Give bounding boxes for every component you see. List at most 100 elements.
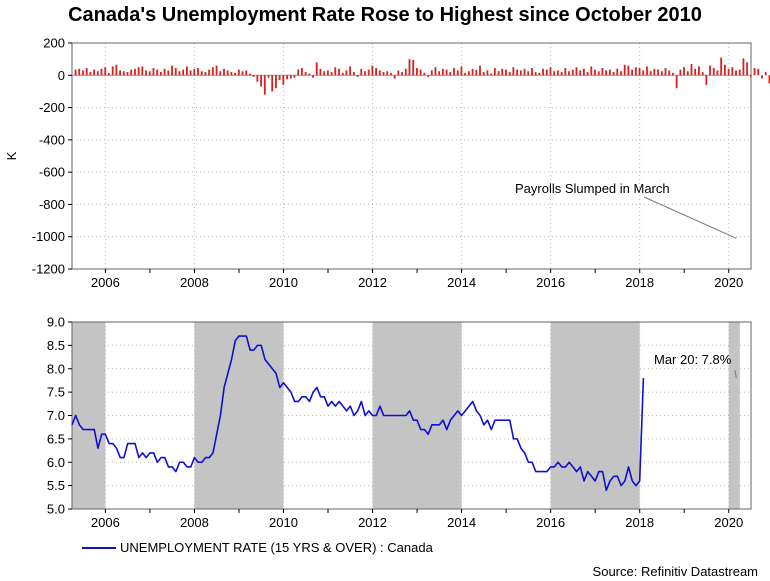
- bar: [479, 65, 481, 76]
- bar: [260, 75, 262, 87]
- bar: [334, 67, 337, 76]
- y-tick-label: 6.0: [47, 455, 65, 470]
- bar: [74, 69, 77, 76]
- bar: [312, 75, 314, 78]
- x-tick-label: 2012: [358, 275, 387, 290]
- bar: [393, 75, 396, 79]
- bar: [108, 72, 110, 76]
- x-tick-label: 2012: [358, 515, 387, 530]
- bar: [185, 66, 188, 76]
- bar: [616, 68, 619, 76]
- bar: [575, 67, 578, 76]
- bar: [453, 68, 455, 76]
- bar: [523, 68, 526, 76]
- bar: [675, 75, 678, 89]
- bar: [419, 69, 422, 76]
- bar: [100, 68, 103, 76]
- bar: [319, 68, 322, 76]
- bar: [382, 72, 385, 76]
- bar: [557, 70, 559, 76]
- x-tick-label: 2016: [536, 515, 565, 530]
- bar: [634, 67, 637, 76]
- y-tick-label: -600: [39, 165, 65, 180]
- bar: [427, 75, 429, 77]
- bar: [300, 68, 303, 76]
- bar: [278, 75, 281, 81]
- bar: [560, 72, 563, 76]
- bar: [601, 68, 604, 76]
- chart-panel-payrolls: 200 0 -200 -400 -600 -800 -1000 -1200 2006 2008 20…: [32, 36, 770, 290]
- y-tick-label: 8.5: [47, 338, 65, 353]
- bar: [122, 71, 125, 76]
- bar: [275, 75, 277, 89]
- bar: [271, 75, 274, 92]
- bar: [672, 72, 674, 76]
- bar: [148, 71, 151, 76]
- bar: [189, 70, 192, 76]
- bar: [568, 71, 570, 76]
- bar: [349, 66, 352, 76]
- bar: [646, 66, 648, 76]
- bar: [341, 72, 344, 76]
- bar: [204, 72, 207, 76]
- bar: [223, 68, 225, 76]
- annotation-leader: [734, 369, 737, 379]
- bar: [211, 67, 214, 76]
- bar: [590, 66, 593, 76]
- x-tick-label: 2018: [625, 275, 654, 290]
- bar: [371, 65, 374, 76]
- bar: [245, 70, 248, 76]
- bar: [193, 68, 196, 76]
- bar: [679, 69, 682, 76]
- bar: [449, 72, 452, 76]
- x-tick-label: 2008: [180, 515, 209, 530]
- bar: [390, 72, 392, 76]
- bar: [85, 68, 88, 76]
- recession-band: [194, 322, 284, 509]
- bar: [115, 64, 118, 76]
- y-tick-label: 7.5: [47, 385, 65, 400]
- x-tick-label: 2010: [269, 515, 298, 530]
- bar: [720, 57, 723, 76]
- bar: [404, 68, 407, 76]
- bar: [178, 71, 181, 76]
- y-tick-label: 5.5: [47, 478, 65, 493]
- bar: [226, 70, 229, 76]
- bar: [315, 62, 318, 76]
- bar: [174, 68, 177, 76]
- bar: [364, 71, 366, 76]
- chart-title: Canada's Unemployment Rate Rose to Highe…: [68, 4, 702, 26]
- bar: [237, 69, 240, 76]
- bar: [401, 72, 403, 76]
- bar: [356, 75, 359, 77]
- bar: [653, 68, 656, 76]
- bar: [579, 70, 582, 76]
- bar: [386, 71, 389, 76]
- bar: [705, 75, 708, 85]
- y-tick-label: 7.0: [47, 408, 65, 423]
- bar: [156, 69, 159, 76]
- bar: [497, 71, 500, 76]
- bar: [538, 72, 541, 76]
- bar: [701, 72, 704, 76]
- bar: [93, 69, 96, 76]
- plot-frame: [71, 42, 752, 270]
- bar: [738, 69, 741, 76]
- bar: [289, 75, 292, 79]
- bar: [471, 68, 474, 76]
- bar: [163, 68, 166, 76]
- y-tick-label: -800: [39, 197, 65, 212]
- y-tick-label: 9.0: [47, 315, 65, 330]
- y-tick-label: 8.0: [47, 361, 65, 376]
- annotation-leader: [643, 196, 737, 239]
- bar: [375, 68, 378, 76]
- x-tick-label: 2006: [91, 515, 120, 530]
- bar: [642, 70, 645, 76]
- bar: [501, 68, 504, 76]
- bar: [723, 64, 726, 76]
- bar: [241, 71, 244, 76]
- bar: [308, 73, 311, 76]
- bar: [89, 72, 92, 76]
- bar: [267, 75, 270, 78]
